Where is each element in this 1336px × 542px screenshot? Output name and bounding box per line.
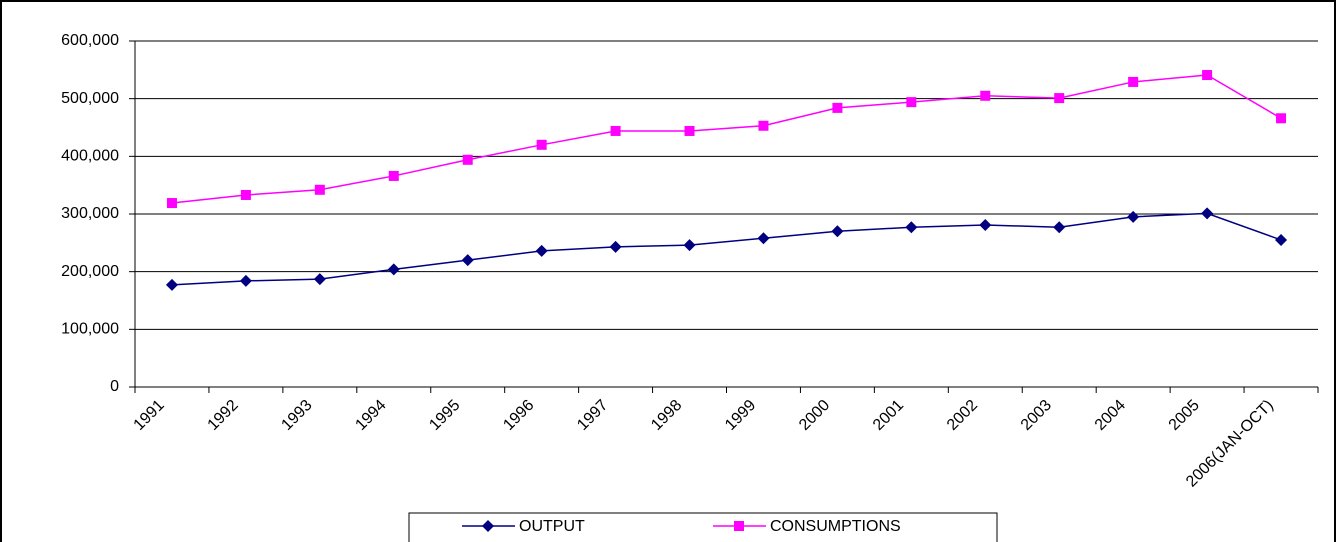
marker: [1053, 221, 1066, 234]
marker: [683, 239, 696, 252]
marker: [758, 120, 769, 131]
marker: [536, 139, 547, 150]
marker: [165, 278, 178, 291]
marker: [239, 274, 252, 287]
marker: [905, 221, 918, 234]
marker: [831, 225, 844, 238]
y-tick-label: 400,000: [61, 148, 119, 165]
marker: [832, 102, 843, 113]
legend-label: CONSUMPTIONS: [770, 518, 901, 535]
marker: [166, 198, 177, 209]
y-tick-label: 0: [110, 378, 119, 395]
y-tick-label: 600,000: [61, 32, 119, 49]
marker: [1275, 233, 1288, 246]
series-line: [171, 74, 1282, 204]
marker: [388, 170, 399, 181]
marker: [535, 244, 548, 257]
marker: [313, 273, 326, 286]
marker: [462, 154, 473, 165]
marker: [980, 90, 991, 101]
marker: [1201, 207, 1214, 220]
legend-marker: [734, 521, 744, 531]
marker: [1054, 93, 1065, 104]
legend-label: OUTPUT: [519, 518, 585, 535]
marker: [1127, 210, 1140, 223]
legend-box: [408, 512, 998, 542]
marker: [1202, 70, 1213, 81]
marker: [684, 125, 695, 136]
y-tick-label: 100,000: [61, 321, 119, 338]
marker: [461, 254, 474, 267]
marker: [609, 240, 622, 253]
marker: [1276, 113, 1287, 124]
y-tick-label: 300,000: [61, 205, 119, 222]
series-line: [171, 212, 1282, 286]
legend-marker: [482, 520, 494, 532]
marker: [610, 125, 621, 136]
marker: [1128, 76, 1139, 87]
marker: [314, 184, 325, 195]
y-tick-label: 500,000: [61, 90, 119, 107]
marker: [979, 218, 992, 231]
y-tick-label: 200,000: [61, 263, 119, 280]
marker: [387, 263, 400, 276]
marker: [757, 232, 770, 245]
marker: [240, 189, 251, 200]
marker: [906, 97, 917, 108]
